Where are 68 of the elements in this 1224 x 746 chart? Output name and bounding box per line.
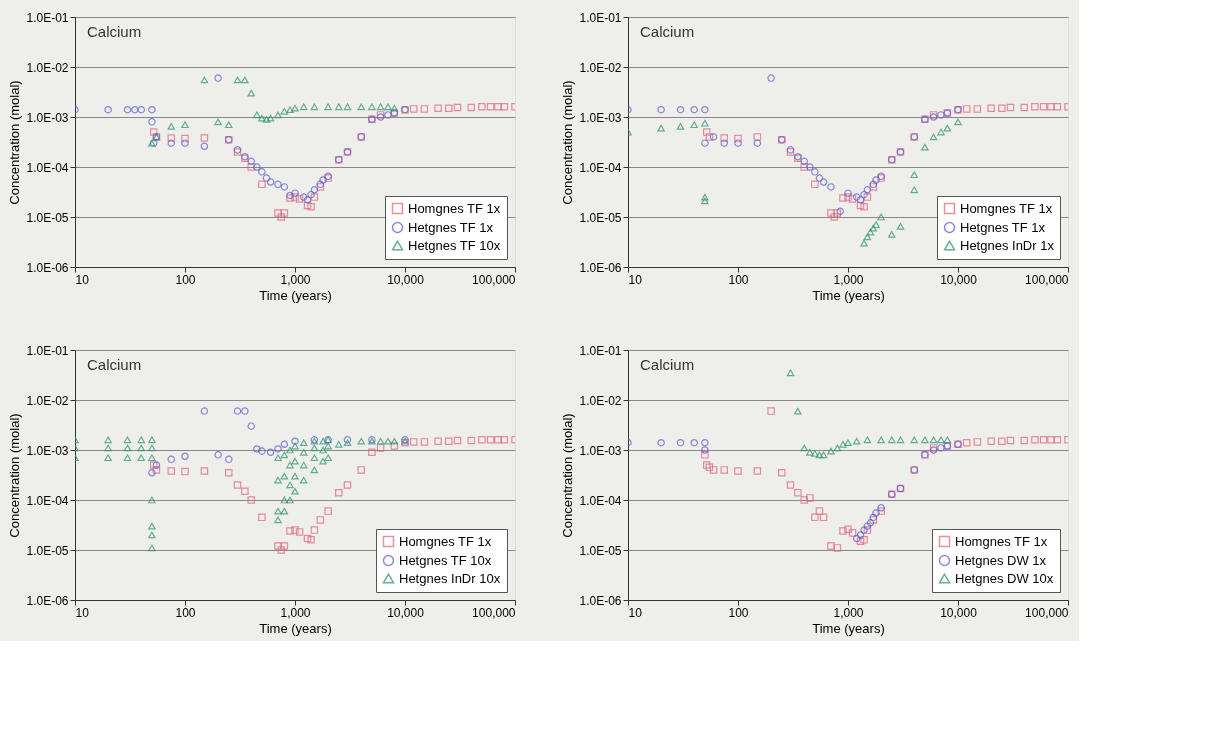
y-tick-label: 1.0E-03 bbox=[26, 443, 69, 458]
y-tick-label: 1.0E-03 bbox=[579, 110, 622, 125]
x-tick-label: 1,000 bbox=[280, 272, 311, 287]
legend-label: Hetgnes DW 1x bbox=[955, 552, 1047, 568]
legend-label: Homgnes TF 1x bbox=[960, 200, 1053, 216]
x-tick-label: 1,000 bbox=[280, 605, 311, 620]
y-axis-title: Concentration (molal) bbox=[560, 413, 576, 538]
x-tick-label: 1,000 bbox=[833, 272, 864, 287]
x-axis-title: Time (years) bbox=[259, 287, 332, 303]
x-tick-label: 100 bbox=[175, 272, 196, 287]
y-tick-label: 1.0E-02 bbox=[579, 393, 622, 408]
y-tick-label: 1.0E-04 bbox=[26, 493, 69, 508]
y-tick-label: 1.0E-06 bbox=[26, 260, 69, 275]
x-tick-label: 100,000 bbox=[1025, 605, 1069, 620]
legend-label: Hetgnes TF 1x bbox=[408, 219, 494, 235]
y-tick-label: 1.0E-04 bbox=[579, 160, 622, 175]
legend-label: Hetgnes TF 10x bbox=[399, 552, 492, 568]
x-tick-label: 10,000 bbox=[387, 272, 425, 287]
x-tick-label: 100,000 bbox=[472, 272, 516, 287]
legend-label: Hetgnes TF 1x bbox=[960, 219, 1046, 235]
chart-title: Calcium bbox=[640, 356, 695, 373]
legend-label: Homgnes TF 1x bbox=[955, 533, 1048, 549]
x-axis-title: Time (years) bbox=[812, 620, 885, 636]
chart-title: Calcium bbox=[640, 23, 695, 40]
y-tick-label: 1.0E-03 bbox=[26, 110, 69, 125]
legend-label: Hetgnes InDr 1x bbox=[960, 237, 1055, 253]
y-tick-label: 1.0E-04 bbox=[579, 493, 622, 508]
x-tick-label: 100 bbox=[728, 605, 749, 620]
y-tick-label: 1.0E-06 bbox=[579, 593, 622, 608]
x-tick-label: 10,000 bbox=[940, 272, 978, 287]
y-tick-label: 1.0E-04 bbox=[26, 160, 69, 175]
legend-label: Hetgnes DW 10x bbox=[955, 570, 1054, 586]
y-tick-label: 1.0E-05 bbox=[26, 543, 69, 558]
y-tick-label: 1.0E-01 bbox=[26, 10, 69, 25]
y-tick-label: 1.0E-01 bbox=[579, 10, 622, 25]
y-tick-label: 1.0E-02 bbox=[579, 60, 622, 75]
y-tick-label: 1.0E-03 bbox=[579, 443, 622, 458]
y-axis-title: Concentration (molal) bbox=[7, 80, 23, 205]
chart-title: Calcium bbox=[87, 23, 142, 40]
x-axis-title: Time (years) bbox=[259, 620, 332, 636]
y-axis-title: Concentration (molal) bbox=[560, 80, 576, 205]
x-tick-label: 100,000 bbox=[1025, 272, 1069, 287]
y-tick-label: 1.0E-06 bbox=[579, 260, 622, 275]
x-tick-label: 10 bbox=[628, 272, 643, 287]
legend-label: Hetgnes TF 10x bbox=[408, 237, 501, 253]
x-tick-label: 100 bbox=[728, 272, 749, 287]
x-tick-label: 100 bbox=[175, 605, 196, 620]
x-tick-label: 10 bbox=[628, 605, 643, 620]
legend-label: Homgnes TF 1x bbox=[399, 533, 492, 549]
x-tick-label: 10 bbox=[75, 272, 90, 287]
legend-label: Homgnes TF 1x bbox=[408, 200, 501, 216]
x-tick-label: 10,000 bbox=[940, 605, 978, 620]
y-axis-title: Concentration (molal) bbox=[7, 413, 23, 538]
y-tick-label: 1.0E-06 bbox=[26, 593, 69, 608]
legend-label: Hetgnes InDr 10x bbox=[399, 570, 501, 586]
x-tick-label: 100,000 bbox=[472, 605, 516, 620]
x-tick-label: 10,000 bbox=[387, 605, 425, 620]
y-tick-label: 1.0E-05 bbox=[579, 543, 622, 558]
x-tick-label: 10 bbox=[75, 605, 90, 620]
x-tick-label: 1,000 bbox=[833, 605, 864, 620]
y-tick-label: 1.0E-02 bbox=[26, 393, 69, 408]
chart-title: Calcium bbox=[87, 356, 142, 373]
y-tick-label: 1.0E-02 bbox=[26, 60, 69, 75]
y-tick-label: 1.0E-01 bbox=[579, 343, 622, 358]
y-tick-label: 1.0E-05 bbox=[26, 210, 69, 225]
x-axis-title: Time (years) bbox=[812, 287, 885, 303]
y-tick-label: 1.0E-05 bbox=[579, 210, 622, 225]
y-tick-label: 1.0E-01 bbox=[26, 343, 69, 358]
